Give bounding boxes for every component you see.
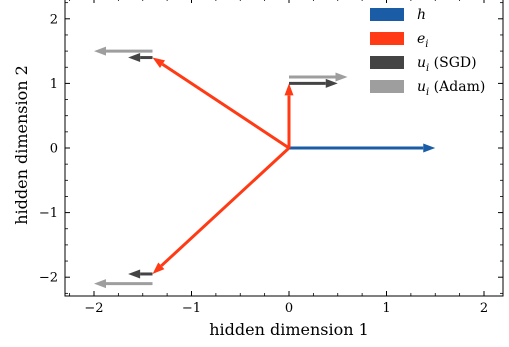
y-tick-label: −1 (39, 206, 58, 221)
vector-head (335, 72, 348, 82)
vector-arrow-h-0 (289, 143, 436, 153)
legend-item: ui (Adam) (370, 79, 485, 98)
legend-item: ui (SGD) (370, 55, 477, 74)
vector-shaft (161, 62, 290, 150)
legend-swatch (370, 8, 404, 21)
vector-arrow-u-i-adam--1 (94, 46, 153, 56)
vector-head (284, 83, 294, 96)
vector-head (423, 143, 436, 153)
vector-shaft (160, 146, 291, 267)
vector-head (325, 78, 338, 88)
y-tick-label: 2 (50, 12, 58, 27)
y-tick-label: −2 (39, 271, 58, 286)
vector-arrow-e-i-1 (152, 57, 290, 150)
vector-arrow-u-i-sgd--0 (289, 78, 338, 88)
vector-arrow-u-i-sgd--1 (128, 53, 153, 63)
legend-swatch (370, 32, 404, 45)
legend-item: h (370, 7, 426, 23)
x-tick-label: 1 (382, 301, 390, 316)
vector-head (94, 46, 106, 56)
legend-swatch (370, 80, 404, 93)
vector-marks (94, 46, 436, 289)
legend: h ei ui (SGD) ui (Adam) (370, 7, 485, 98)
legend-label: ui (SGD) (417, 55, 477, 74)
vector-head (152, 57, 165, 68)
vector-arrow-e-i-2 (152, 146, 291, 274)
vector-head (152, 262, 165, 274)
legend-item: ei (370, 31, 429, 50)
vector-head (94, 279, 106, 289)
plot-frame (64, 0, 504, 297)
y-tick-label: 1 (50, 77, 58, 92)
legend-label: ui (Adam) (417, 79, 485, 98)
x-tick-label: 2 (480, 301, 488, 316)
legend-swatch (370, 56, 404, 69)
vector-head (128, 53, 141, 63)
vector-arrow-u-i-adam--0 (289, 72, 348, 82)
vector-arrow-e-i-0 (284, 83, 294, 148)
x-tick-label: −2 (84, 301, 103, 316)
y-tick-label: 0 (50, 142, 58, 157)
x-axis-title: hidden dimension 1 (209, 320, 369, 339)
legend-label: h (417, 7, 426, 23)
x-tick-label: −1 (182, 301, 201, 316)
axis-ticks: −2 −1 0 1 2 −2 −1 0 1 2 (39, 0, 503, 316)
vector-arrow-u-i-adam--2 (94, 279, 153, 289)
x-tick-label: 0 (285, 301, 293, 316)
legend-label: ei (417, 31, 429, 50)
y-axis-title: hidden dimension 2 (12, 65, 31, 225)
vector-arrow-u-i-sgd--2 (128, 269, 153, 279)
vector-head (128, 269, 141, 279)
